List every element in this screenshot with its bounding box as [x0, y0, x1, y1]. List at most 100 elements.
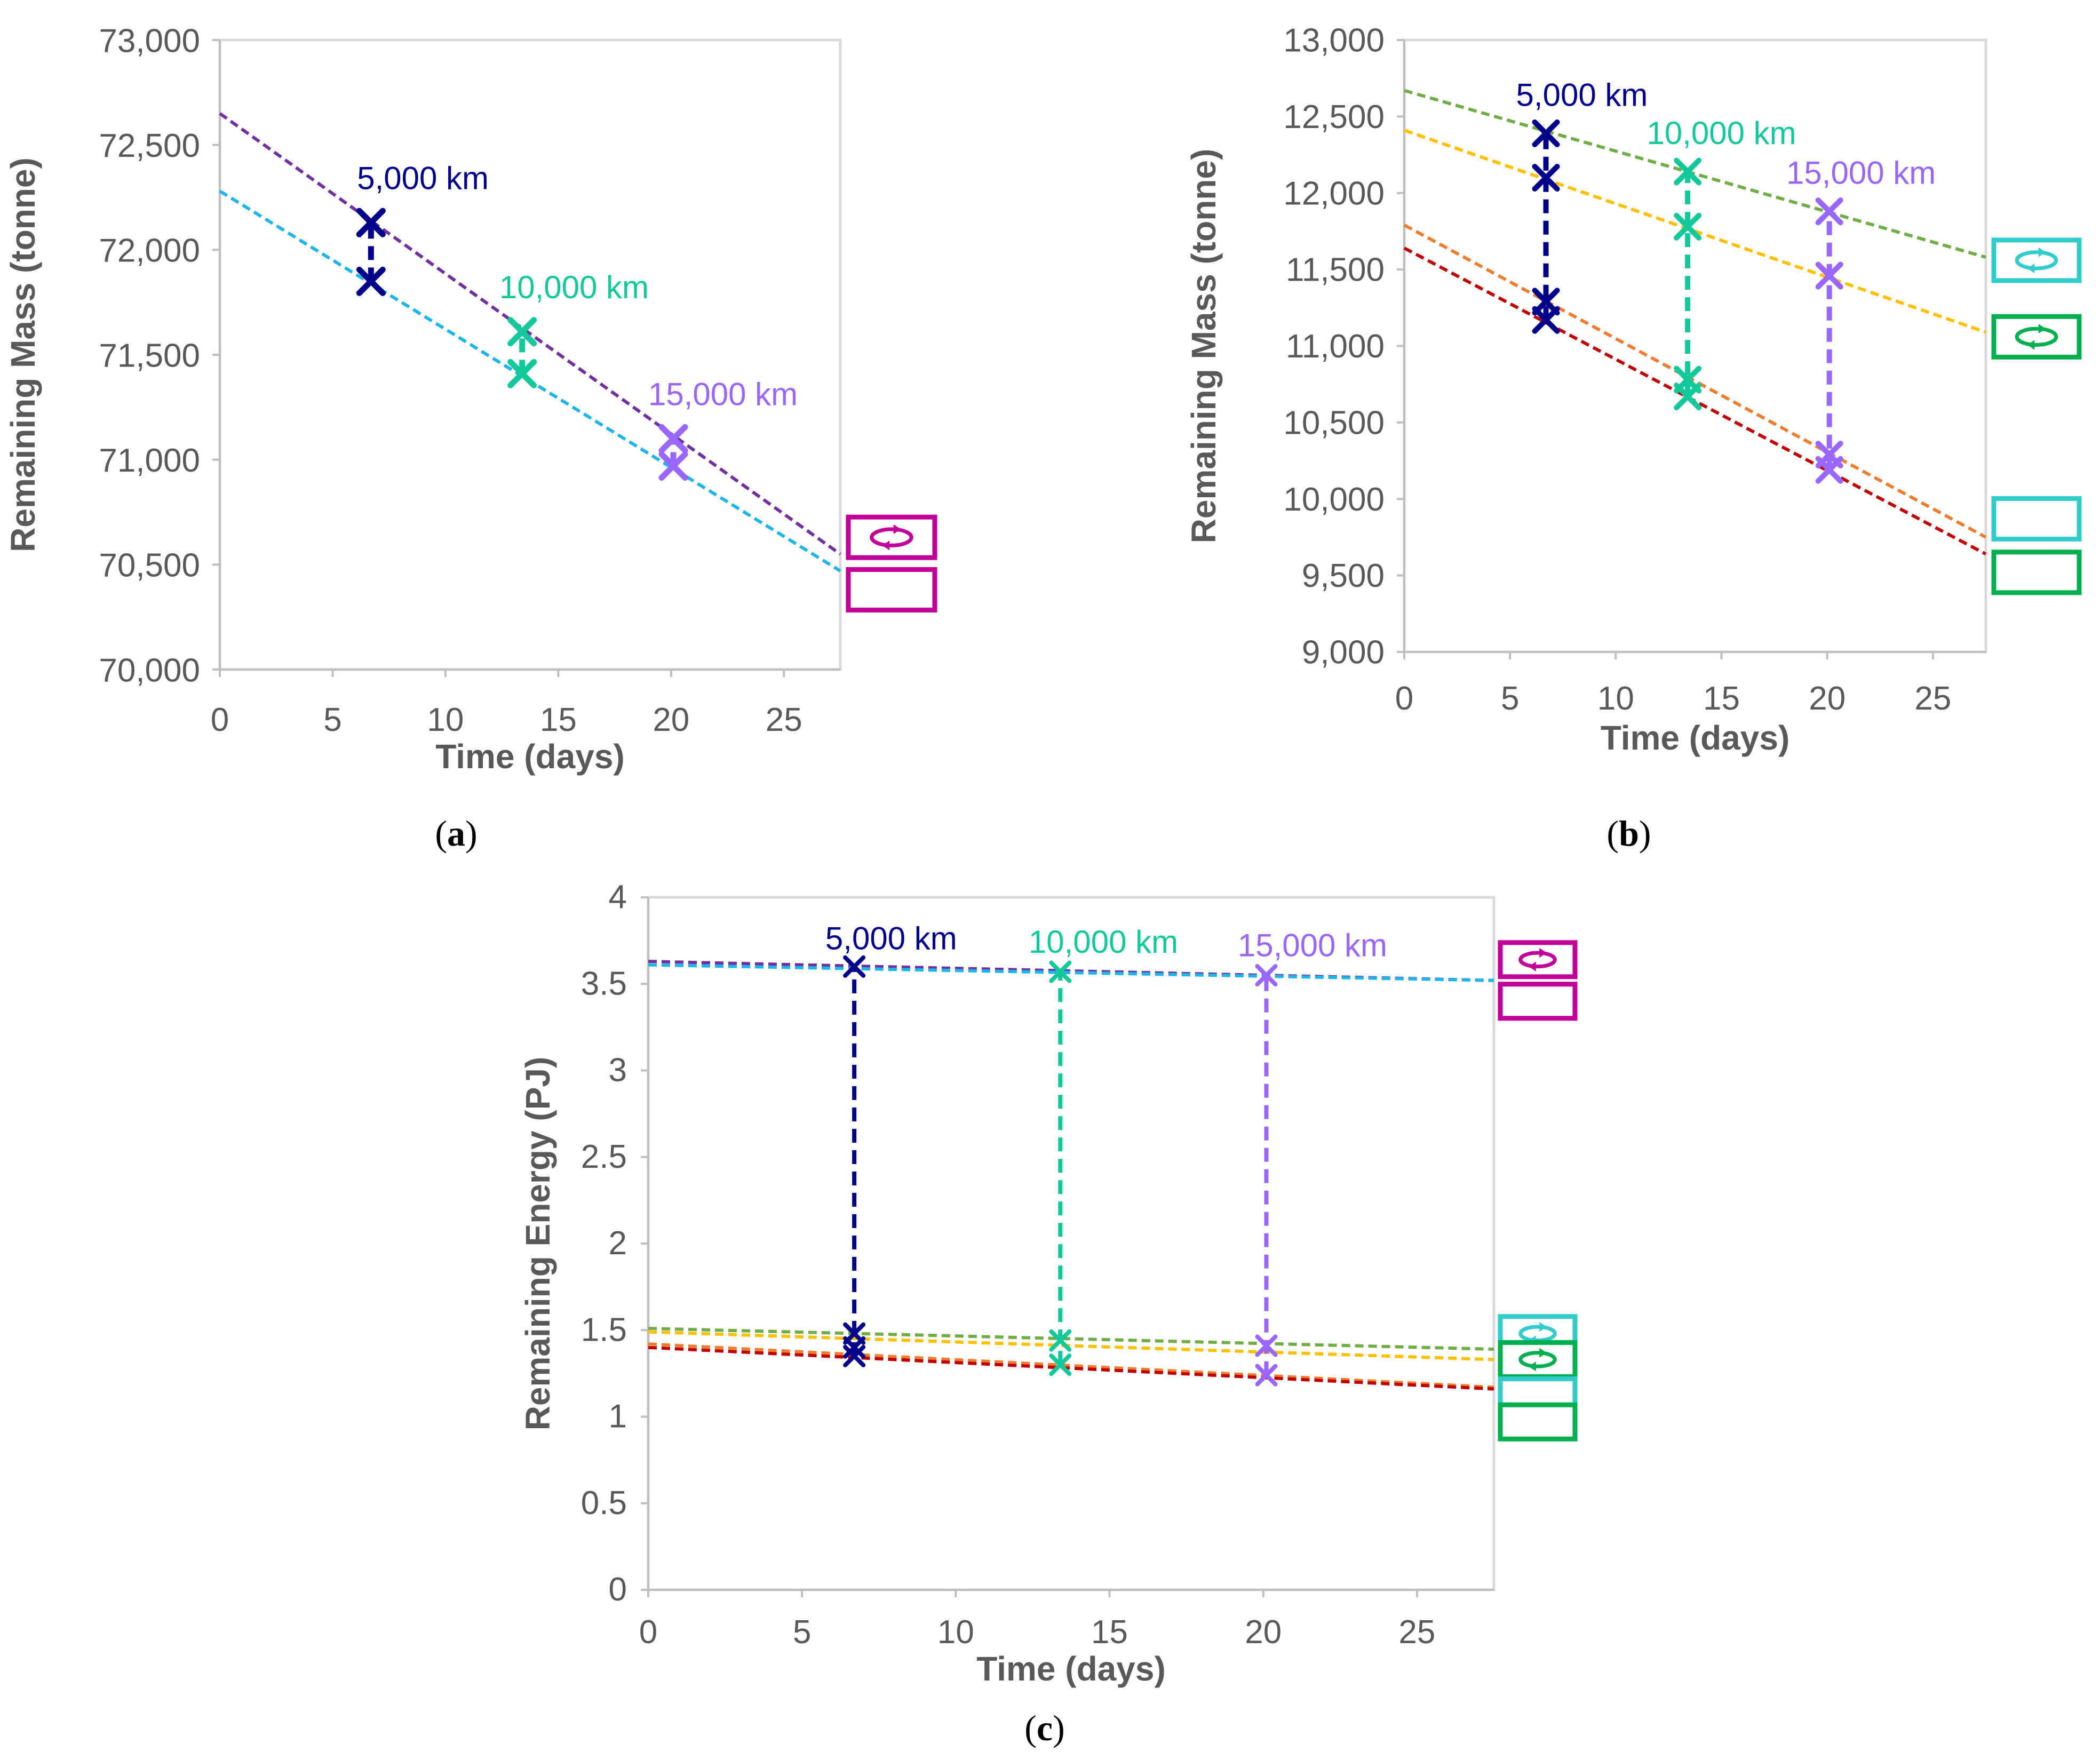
y-tick-label: 72,500	[99, 128, 200, 164]
container-box	[1991, 549, 2082, 595]
y-axis-title: Remaining Energy (PJ)	[519, 1057, 557, 1431]
data-point-marker	[843, 1344, 866, 1367]
chart-panel-b: 9,000 9,500 10,000 10,500 11,000 11,500 12,000…	[1184, 22, 2082, 757]
marker-stroke	[658, 451, 688, 481]
cycle-arrow-head	[2027, 264, 2035, 274]
marker-stroke	[1255, 964, 1278, 987]
container-icon	[1498, 982, 1578, 1021]
y-tick-label: 9,500	[1302, 558, 1385, 594]
marker-stroke	[1674, 212, 1702, 241]
distance-annotation: 5,000 km	[825, 920, 957, 956]
container-box	[1498, 1402, 1578, 1442]
y-tick-label: 11,000	[1286, 328, 1385, 365]
marker-stroke	[1532, 164, 1560, 192]
marker-stroke	[356, 266, 386, 296]
y-tick-label: 4	[609, 879, 627, 915]
y-tick-label: 2	[609, 1225, 627, 1262]
marker-stroke	[1049, 1329, 1072, 1352]
y-tick-label: 3	[609, 1052, 627, 1089]
y-tick-label: 71,500	[99, 337, 200, 374]
container-icon	[1991, 549, 2082, 595]
cycle-arrow-head	[893, 524, 901, 534]
cycle-arrow-head	[1528, 961, 1536, 971]
y-tick-label: 3.5	[581, 965, 627, 1002]
chart-panel-a: 70,000 70,500 71,000 71,500 72,000 72,500 73,0…	[4, 22, 937, 776]
cycle-arrow-head	[2038, 247, 2046, 257]
y-axis-title: Remaining Mass (tonne)	[4, 157, 42, 552]
cycle-arrow-loop	[1518, 951, 1557, 969]
cycle-arrow-head	[882, 540, 890, 551]
distance-annotation: 15,000 km	[648, 376, 798, 412]
marker-stroke	[658, 424, 688, 453]
series-line	[648, 960, 1494, 982]
x-axis-title: Time (days)	[435, 737, 625, 776]
x-tick-label: 20	[653, 702, 689, 738]
cycle-arrow-loop	[1518, 1351, 1557, 1368]
x-tick-label: 15	[1703, 680, 1740, 717]
container-recirculation-icon	[1991, 314, 2082, 360]
data-point-marker	[1674, 157, 1702, 186]
data-point-marker	[1255, 1334, 1278, 1357]
marker-stroke	[1815, 456, 1843, 484]
distance-annotation: 10,000 km	[1029, 924, 1178, 960]
data-point-marker	[356, 266, 386, 296]
cycle-arrow-head	[1539, 1321, 1547, 1332]
marker-stroke	[1532, 119, 1560, 147]
cycle-arrow-loop	[2015, 250, 2058, 270]
container-box	[846, 514, 937, 560]
y-tick-label: 0	[609, 1571, 627, 1608]
y-tick-label: 10,500	[1283, 404, 1385, 441]
data-point-marker	[1532, 164, 1560, 192]
cycle-arrow-head	[1539, 948, 1547, 958]
y-tick-label: 13,000	[1283, 22, 1385, 59]
plot-area-frame	[647, 896, 1496, 1591]
container-box	[1991, 314, 2082, 360]
panel-label-a: (a)	[435, 813, 477, 854]
y-tick-label: 72,000	[99, 233, 200, 269]
distance-annotation: 10,000 km	[499, 269, 649, 305]
y-tick-label: 71,000	[99, 442, 200, 479]
y-tick-label: 10,000	[1283, 481, 1385, 518]
x-tick-label: 15	[1091, 1614, 1128, 1651]
y-tick-label: 2.5	[581, 1138, 627, 1175]
data-point-marker	[1532, 306, 1560, 334]
marker-stroke	[1674, 383, 1702, 411]
distance-annotation: 5,000 km	[357, 160, 489, 196]
marker-stroke	[843, 955, 866, 978]
distance-annotation: 15,000 km	[1786, 155, 1936, 191]
data-point-marker	[507, 317, 537, 347]
y-tick-label: 12,500	[1283, 99, 1385, 136]
data-point-marker	[356, 208, 386, 237]
container-recirculation-icon	[1498, 1340, 1578, 1379]
y-tick-label: 1.5	[581, 1311, 627, 1348]
plot-area-frame	[218, 38, 842, 671]
marker-stroke	[1049, 1353, 1072, 1376]
data-point-marker	[1255, 1364, 1278, 1387]
marker-stroke	[1815, 197, 1843, 226]
container-box	[846, 567, 937, 613]
distance-annotation: 10,000 km	[1646, 115, 1796, 151]
marker-stroke	[356, 208, 386, 237]
y-axis-title: Remaining Mass (tonne)	[1184, 149, 1223, 544]
cycle-arrow-loop	[870, 527, 913, 547]
data-point-marker	[1049, 1353, 1072, 1376]
container-box	[1498, 982, 1578, 1021]
x-tick-label: 5	[793, 1614, 811, 1651]
marker-stroke	[1815, 261, 1843, 290]
cycle-arrow-head	[2038, 324, 2046, 334]
x-tick-label: 5	[323, 702, 341, 738]
marker-stroke	[507, 317, 537, 347]
container-icon	[846, 567, 937, 613]
series-line	[648, 1345, 1494, 1391]
y-tick-label: 0.5	[581, 1485, 627, 1522]
y-tick-label: 11,500	[1286, 252, 1385, 289]
marker-stroke	[1255, 1334, 1278, 1357]
marker-stroke	[507, 359, 537, 388]
x-axis-title: Time (days)	[1601, 719, 1790, 757]
data-point-marker	[658, 424, 688, 453]
data-point-marker	[1049, 960, 1072, 983]
x-axis-title: Time (days)	[976, 1650, 1166, 1688]
x-tick-label: 20	[1809, 680, 1846, 717]
x-tick-label: 25	[766, 702, 802, 738]
